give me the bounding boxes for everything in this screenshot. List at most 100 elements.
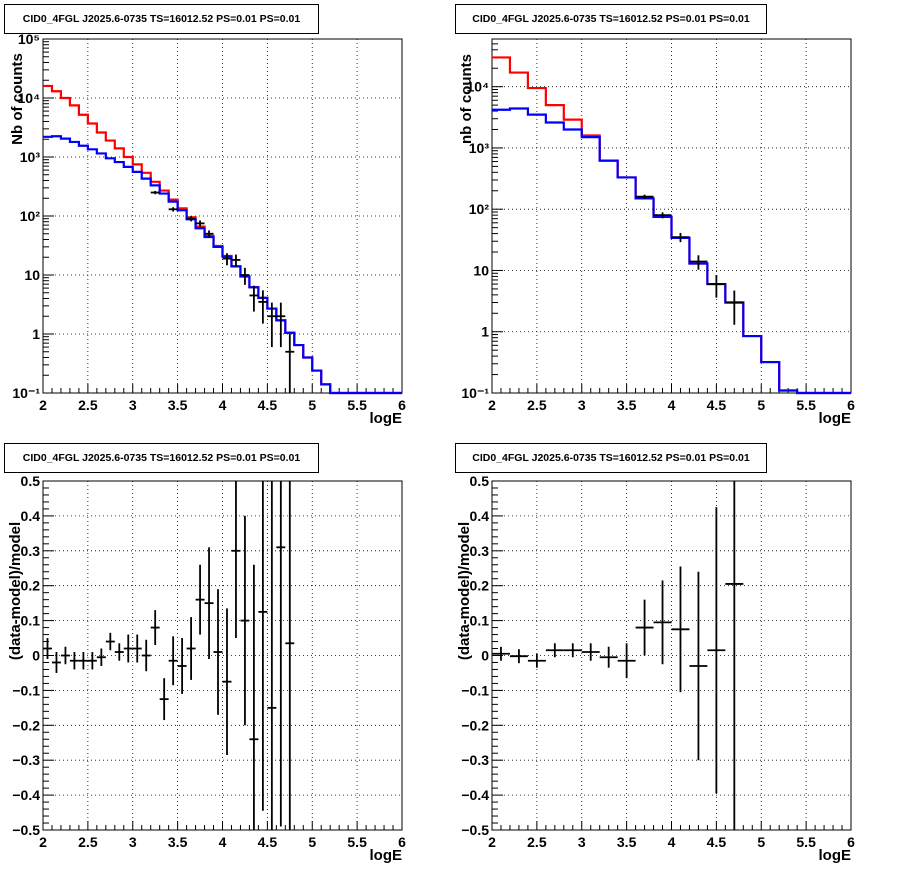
y-tick-label: 10⁴ [467, 79, 490, 95]
y-tick-label: −0.4 [461, 787, 489, 803]
x-axis: 2 2.5 3 3.5 4 4.5 5 5.5 6 [39, 384, 406, 413]
y-axis-label: (data-model)/model [456, 522, 473, 660]
x-tick-label: 3 [578, 834, 586, 850]
grid [42, 480, 403, 831]
x-tick-label: 3.5 [617, 834, 637, 850]
x-tick-label: 5.5 [796, 397, 816, 413]
y-tick-label: 10⁻¹ [461, 385, 489, 401]
y-tick-label: −0.5 [12, 822, 40, 838]
x-axis-label: logE [819, 847, 852, 864]
data-layer [43, 84, 402, 395]
x-tick-label: 4.5 [258, 397, 278, 413]
x-axis: 2 2.5 3 3.5 4 4.5 5 5.5 6 [39, 821, 406, 850]
y-tick-label: 10 [473, 262, 489, 278]
y-tick-label: 0 [32, 648, 40, 664]
x-axis-label: logE [370, 410, 403, 427]
y-tick-label: 0.2 [21, 578, 41, 594]
y-tick-label: 10⁵ [18, 31, 40, 47]
y-axis: −0.5 −0.4 −0.3 −0.2 −0.1 0 0.1 0.2 0.3 0.4 0.5 [461, 473, 503, 838]
y-axis: 10⁻¹ 1 10 10² 10³ 10⁴ [461, 43, 503, 401]
x-tick-label: 5 [757, 834, 765, 850]
y-tick-label: 0.2 [470, 578, 490, 594]
grid [491, 480, 852, 831]
y-tick-label: −0.2 [12, 717, 40, 733]
y-tick-label: 1 [32, 326, 40, 342]
chart-title: CID0_4FGL J2025.6-0735 TS=16012.52 PS=0.… [455, 443, 767, 473]
x-tick-label: 2 [488, 834, 496, 850]
x-tick-label: 4.5 [258, 834, 278, 850]
x-tick-label: 3.5 [168, 397, 188, 413]
panel-counts-right: 2 2.5 3 3.5 4 4.5 5 5.5 6 logE 10⁻¹ 1 10 10² 10³ 10⁴ nb … [449, 0, 898, 437]
x-axis: 2 2.5 3 3.5 4 4.5 5 5.5 6 [488, 821, 855, 850]
y-axis-label: Nb of counts [9, 53, 26, 145]
y-tick-label: 10³ [469, 140, 490, 156]
x-tick-label: 5 [757, 397, 765, 413]
x-tick-label: 4 [668, 397, 676, 413]
x-axis: 2 2.5 3 3.5 4 4.5 5 5.5 6 [488, 384, 855, 413]
x-tick-label: 2.5 [527, 834, 547, 850]
chart-title: CID0_4FGL J2025.6-0735 TS=16012.52 PS=0.… [4, 4, 319, 34]
x-tick-label: 4 [219, 834, 227, 850]
x-tick-label: 4.5 [707, 834, 727, 850]
y-tick-label: −0.1 [12, 682, 40, 698]
y-tick-label: 10³ [20, 149, 41, 165]
y-tick-label: −0.4 [12, 787, 40, 803]
x-tick-label: 5 [308, 397, 316, 413]
y-tick-label: 10² [20, 208, 41, 224]
y-tick-label: 10⁻¹ [12, 385, 40, 401]
x-tick-label: 2.5 [527, 397, 547, 413]
x-tick-label: 3.5 [617, 397, 637, 413]
y-axis: 10⁻¹ 1 10 10² 10³ 10⁴ 10⁵ [12, 31, 54, 401]
y-tick-label: −0.3 [12, 752, 40, 768]
x-tick-label: 2.5 [78, 834, 98, 850]
x-tick-label: 3 [578, 397, 586, 413]
data-layer [492, 481, 744, 830]
x-tick-label: 5 [308, 834, 316, 850]
x-tick-label: 2 [39, 397, 47, 413]
y-axis-label: (data-model)/model [7, 522, 24, 660]
y-tick-label: 0.4 [21, 508, 41, 524]
x-tick-label: 5.5 [796, 834, 816, 850]
panel-counts-left: 2 2.5 3 3.5 4 4.5 5 5.5 6 logE 10⁻¹ 1 10 10² 10³ 10⁴ 10⁵… [0, 0, 449, 437]
x-tick-label: 3.5 [168, 834, 188, 850]
plot-residuals-right: 2 2.5 3 3.5 4 4.5 5 5.5 6logE−0.5−0.4−0.3−0.2−0.… [456, 473, 855, 864]
x-tick-label: 6 [847, 397, 855, 413]
y-tick-label: 0 [481, 648, 489, 664]
chart-title: CID0_4FGL J2025.6-0735 TS=16012.52 PS=0.… [455, 4, 767, 34]
y-tick-label: 0.3 [470, 543, 490, 559]
x-tick-label: 5.5 [347, 397, 367, 413]
x-tick-label: 6 [847, 834, 855, 850]
panel-residuals-left: 2 2.5 3 3.5 4 4.5 5 5.5 6 logE −0.5 −0.4 −0.3 −0.2 −0.… [0, 437, 449, 875]
x-tick-label: 4 [219, 397, 227, 413]
y-tick-label: 0.5 [21, 473, 41, 489]
y-axis-label: nb of counts [458, 54, 475, 144]
x-tick-label: 3 [129, 397, 137, 413]
panel-residuals-right: 2 2.5 3 3.5 4 4.5 5 5.5 6 logE −0.5 −0.4 −0.3 −0.2 −0.… [449, 437, 898, 875]
grid [42, 38, 403, 394]
y-tick-label: 0.1 [470, 613, 490, 629]
x-tick-label: 2.5 [78, 397, 98, 413]
x-tick-label: 4.5 [707, 397, 727, 413]
x-axis-label: logE [370, 847, 403, 864]
x-tick-label: 5.5 [347, 834, 367, 850]
y-tick-label: 0.1 [21, 613, 41, 629]
y-tick-label: 10² [469, 201, 490, 217]
y-tick-label: 10⁴ [18, 90, 41, 106]
x-tick-label: 2 [39, 834, 47, 850]
x-axis-label: logE [819, 410, 852, 427]
histogram-series [43, 135, 402, 395]
data-layer [492, 56, 851, 395]
y-tick-label: 0.4 [470, 508, 490, 524]
x-tick-label: 6 [398, 397, 406, 413]
x-tick-label: 3 [129, 834, 137, 850]
x-tick-label: 2 [488, 397, 496, 413]
data-layer [43, 481, 295, 830]
y-tick-label: 10 [24, 267, 40, 283]
x-tick-label: 6 [398, 834, 406, 850]
y-tick-label: 0.3 [21, 543, 41, 559]
y-tick-label: −0.2 [461, 717, 489, 733]
y-tick-label: 1 [481, 324, 489, 340]
y-tick-label: −0.5 [461, 822, 489, 838]
